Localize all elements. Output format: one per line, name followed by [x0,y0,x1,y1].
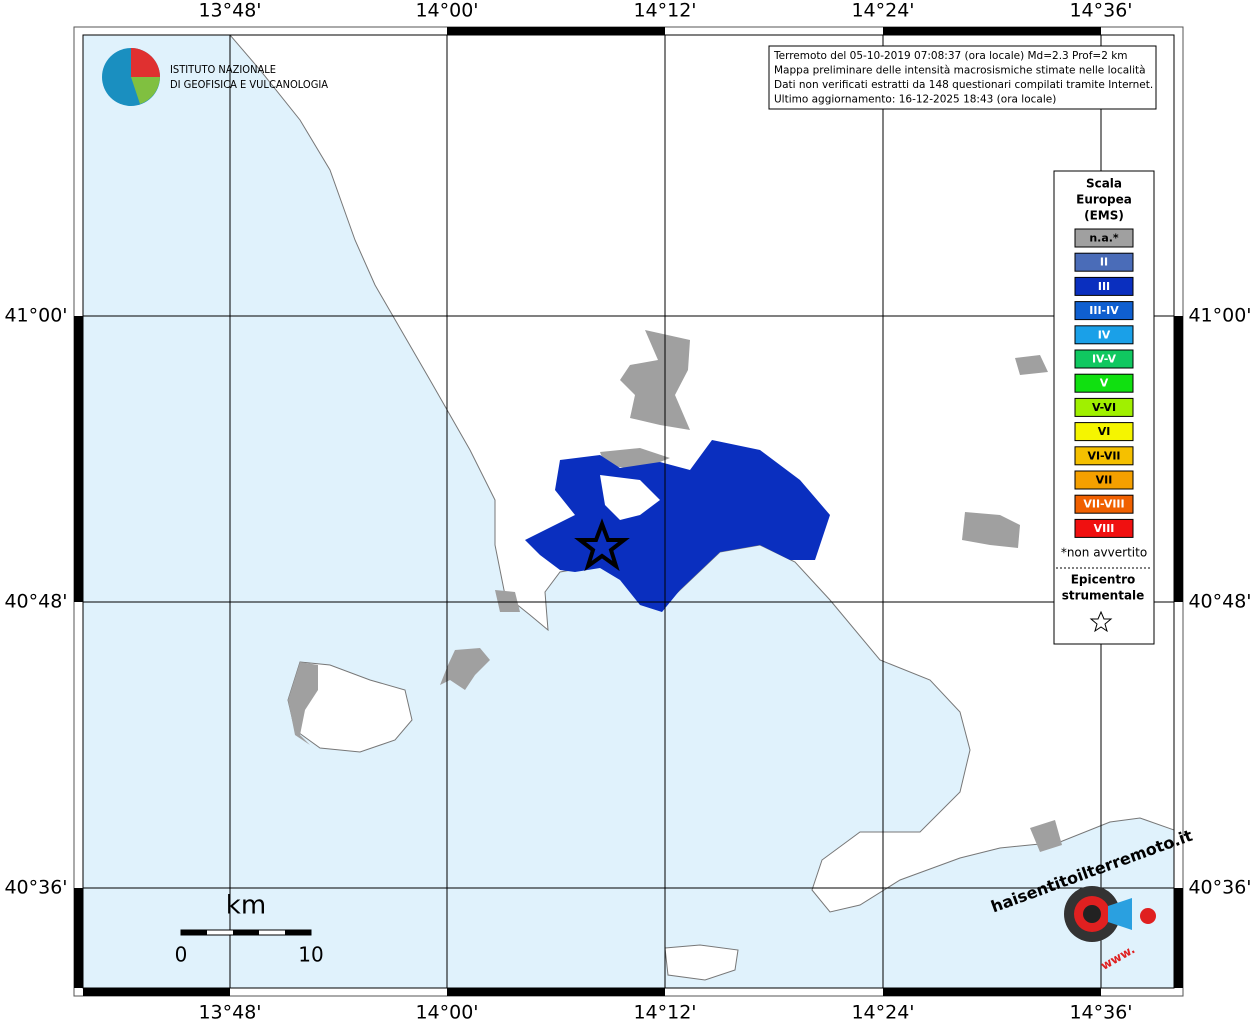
legend-swatch [1074,276,1134,296]
legend-title: (EMS) [1084,209,1124,223]
legend-label: III [1098,280,1110,293]
legend-swatch [1074,349,1134,369]
lon-label: 14°36' [1069,1002,1132,1024]
scale-bar: km 0 10 [175,891,324,967]
legend-epicenter: Epicentro [1071,573,1136,587]
epicenter-star [574,518,630,572]
legend-epicenter: strumentale [1062,589,1145,603]
graticule [83,35,1174,988]
lon-label: 14°00' [415,0,478,22]
info-line: Ultimo aggiornamento: 16-12-2025 18:43 (… [774,94,1056,106]
lon-label: 14°00' [415,1002,478,1024]
legend-note: *non avvertito [1061,546,1147,560]
legend-label: IV-V [1092,353,1117,366]
lat-label: 40°36' [1188,877,1251,899]
frame [73,26,1184,997]
ingv-logo: ISTITUTO NAZIONALE DI GEOFISICA E VULCAN… [102,48,328,106]
logo-text: ISTITUTO NAZIONALE [170,63,276,76]
info-line: Terremoto del 05-10-2019 07:08:37 (ora l… [773,50,1128,62]
legend-label: II [1100,256,1108,269]
info-line: Mappa preliminare delle intensità macros… [774,65,1146,77]
legend-label: V [1100,377,1109,390]
legend-swatch [1074,228,1134,248]
legend-swatch [1074,518,1134,538]
legend-label: VIII [1094,522,1115,535]
legend-swatch [1074,446,1134,466]
legend-label: V-VI [1092,401,1116,414]
land [229,35,1174,981]
legend-label: VII [1096,474,1113,487]
lon-label: 14°36' [1069,0,1132,22]
legend-label: n.a.* [1089,232,1119,245]
legend-label: VI-VII [1087,449,1120,462]
legend-label: VII-VIII [1083,498,1124,511]
lon-label: 14°24' [851,0,914,22]
info-box [768,45,1157,110]
scale-label: 10 [298,943,323,967]
scale-label: 0 [175,943,188,967]
legend-swatch [1074,470,1134,490]
lon-label: 14°24' [851,1002,914,1024]
lon-label: 13°48' [198,0,261,22]
legend-title: Europea [1076,193,1132,207]
info-line: Dati non verificati estratti da 148 ques… [774,79,1153,91]
lat-label: 40°48' [4,591,67,613]
legend-label: III-IV [1089,304,1119,317]
legend-swatch [1074,252,1134,272]
legend-swatch [1074,422,1134,442]
legend-swatch [1074,494,1134,514]
legend-swatch [1074,325,1134,345]
lon-label: 14°12' [633,1002,696,1024]
legend-label: VI [1098,425,1111,438]
lat-label: 41°00' [4,305,67,327]
legend-star [1089,610,1113,633]
legend-swatch [1074,397,1134,417]
lat-label: 41°00' [1188,305,1251,327]
lon-label: 14°12' [633,0,696,22]
legend-label: IV [1098,328,1111,341]
legend-title: Scala [1086,177,1122,191]
scale-unit: km [226,891,266,921]
legend-swatch [1074,373,1134,393]
lat-label: 40°48' [1188,591,1251,613]
logo-text: DI GEOFISICA E VULCANOLOGIA [170,78,328,91]
legend-swatch [1074,301,1134,321]
lon-label: 13°48' [198,1002,261,1024]
lat-label: 40°36' [4,877,67,899]
